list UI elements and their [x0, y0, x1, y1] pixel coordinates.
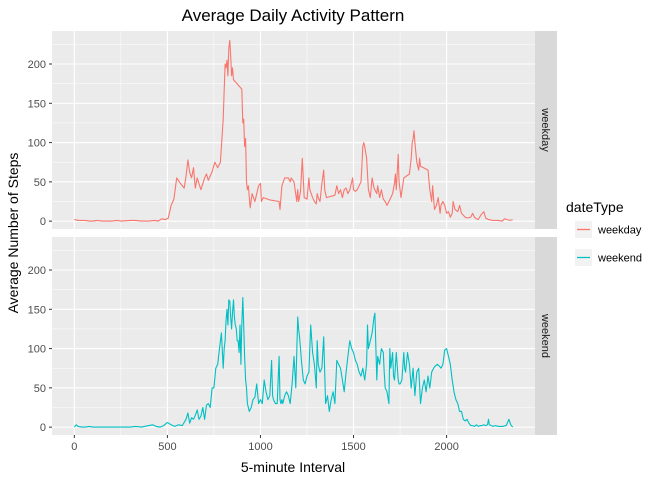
x-tick-label: 1000 [248, 441, 272, 453]
x-axis: 0 500 1000 1500 2000 [71, 435, 459, 453]
y-axis-weekend: 0 50 100 150 200 [28, 265, 52, 434]
legend: dateType weekday weekend [566, 199, 642, 266]
y-tick-label: 150 [28, 304, 46, 316]
facet-strip-weekend: weekend [535, 237, 557, 435]
x-tick-label: 0 [71, 441, 77, 453]
chart-title: Average Daily Activity Pattern [182, 6, 405, 25]
y-tick-label: 0 [40, 422, 46, 434]
facet-label-weekday: weekday [539, 107, 551, 152]
panel-background [52, 237, 535, 435]
legend-label-weekday: weekday [597, 225, 642, 237]
panel-weekday [52, 31, 535, 229]
legend-label-weekend: weekend [597, 253, 642, 265]
x-tick-label: 500 [158, 441, 176, 453]
x-tick-label: 2000 [434, 441, 458, 453]
x-tick-label: 1500 [341, 441, 365, 453]
y-axis-weekday: 0 50 100 150 200 [28, 59, 52, 228]
y-tick-label: 200 [28, 59, 46, 71]
x-axis-title: 5-minute Interval [241, 459, 345, 475]
facet-strip-weekday: weekday [535, 31, 557, 229]
series-line-weekday [74, 39, 513, 222]
facet-label-weekend: weekend [539, 313, 551, 358]
panel-background [52, 31, 535, 229]
legend-title: dateType [566, 199, 624, 215]
y-axis-title: Average Number of Steps [5, 153, 21, 314]
y-tick-label: 200 [28, 265, 46, 277]
y-tick-label: 50 [34, 177, 46, 189]
series-line-weekend [73, 296, 514, 428]
y-tick-label: 0 [40, 216, 46, 228]
y-tick-label: 100 [28, 138, 46, 150]
panel-weekend [52, 237, 535, 435]
y-tick-label: 150 [28, 98, 46, 110]
y-tick-label: 50 [34, 383, 46, 395]
y-tick-label: 100 [28, 344, 46, 356]
